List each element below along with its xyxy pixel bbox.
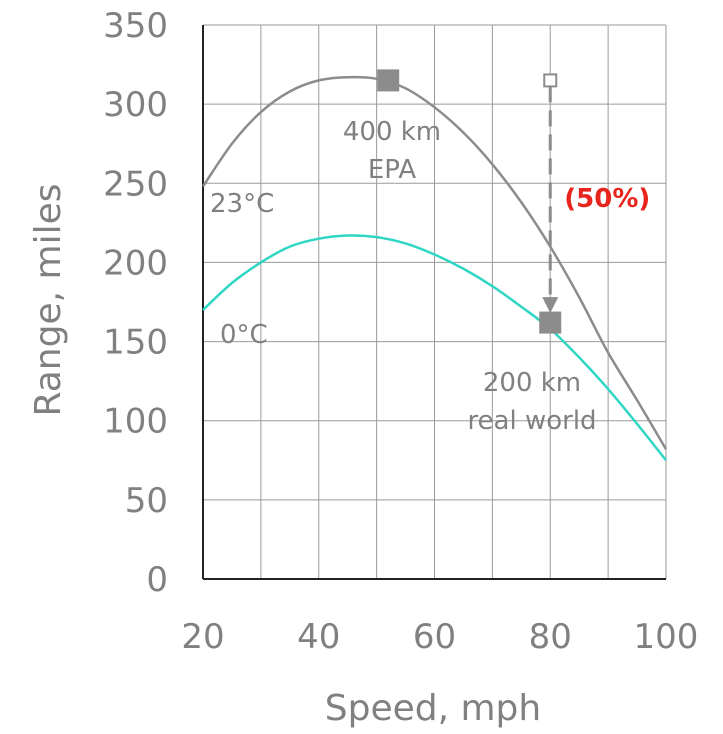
arrow-head <box>542 297 559 314</box>
axes <box>202 25 666 580</box>
reduction-percent-label: (50%) <box>564 184 650 214</box>
y-tick-label: 0 <box>146 560 168 600</box>
y-tick-label: 50 <box>125 481 168 521</box>
x-axis-title: Speed, mph <box>325 688 541 729</box>
markers <box>377 69 562 334</box>
y-tick-label: 350 <box>103 6 168 46</box>
x-tick-label: 40 <box>297 617 340 657</box>
epa-label-line2: EPA <box>368 155 416 185</box>
x-tick-label: 60 <box>413 617 456 657</box>
arrow-start-marker <box>543 73 558 88</box>
real-world-label-line1: 200 km <box>483 368 581 398</box>
series-lines <box>201 75 668 462</box>
y-tick-label: 150 <box>103 323 168 363</box>
series-label-23c: 23°C <box>210 189 274 219</box>
x-tick-label: 20 <box>181 617 224 657</box>
epa-label-line1: 400 km <box>343 117 441 147</box>
y-axis-title: Range, miles <box>28 184 69 417</box>
series-line-1 <box>202 234 667 462</box>
series-line-0 <box>201 75 668 450</box>
y-tick-label: 100 <box>103 402 168 442</box>
series-label-0c: 0°C <box>220 320 268 350</box>
marker-square-1 <box>539 311 562 334</box>
labels: 20 40 60 80 100 0 50 100 150 200 250 300 350 23°C 0°C (… <box>103 6 698 657</box>
y-tick-label: 200 <box>103 243 168 283</box>
grid <box>202 24 667 580</box>
y-tick-label: 250 <box>103 164 168 204</box>
real-world-label-line2: real world <box>467 406 596 436</box>
marker-square-0 <box>377 69 400 92</box>
reduction-arrow <box>542 73 559 314</box>
x-tick-label: 100 <box>634 617 699 657</box>
y-tick-label: 300 <box>103 85 168 125</box>
x-tick-label: 80 <box>529 617 572 657</box>
